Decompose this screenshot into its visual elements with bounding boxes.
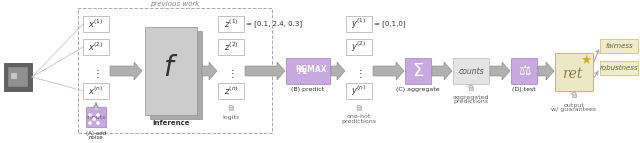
Bar [218,83,244,99]
Text: one-hot: one-hot [347,115,371,120]
Bar [405,58,431,84]
Text: fairness: fairness [605,43,633,49]
Bar [86,107,106,127]
Text: $z^{(n)}$: $z^{(n)}$ [223,85,238,97]
Bar [94,107,98,110]
Text: = [0,1,0]: = [0,1,0] [374,21,406,27]
Text: ★: ★ [580,53,591,66]
Circle shape [97,114,99,116]
Text: predictions: predictions [454,100,488,105]
Bar [218,39,244,55]
Text: (A) add: (A) add [86,131,106,136]
Text: output: output [564,103,584,108]
Polygon shape [202,62,217,80]
Bar [286,58,330,84]
Polygon shape [373,62,404,80]
Bar [453,58,489,84]
Bar [357,107,361,110]
Bar [11,73,17,79]
Text: $y^{(2)}$: $y^{(2)}$ [351,40,367,54]
Text: $y^{(1)}$: $y^{(1)}$ [351,17,367,31]
Text: logits: logits [223,115,239,120]
Polygon shape [432,62,452,80]
Bar [83,83,109,99]
Bar [78,8,272,133]
Bar [511,58,537,84]
Circle shape [97,122,99,124]
Text: predictions: predictions [342,119,376,124]
Bar [469,87,473,90]
Text: = [0.1, 2.4, 0.3]: = [0.1, 2.4, 0.3] [246,21,302,27]
Bar [555,53,593,91]
Polygon shape [145,27,197,115]
Text: $\vdots$: $\vdots$ [227,66,235,80]
Text: inputs: inputs [86,115,106,120]
Bar [346,16,372,32]
Circle shape [89,114,91,116]
Text: $x^{(2)}$: $x^{(2)}$ [88,41,104,53]
Polygon shape [331,62,345,80]
Circle shape [93,118,95,120]
Bar [8,67,28,87]
Text: (C) aggregate: (C) aggregate [396,87,440,92]
Text: robustness: robustness [600,65,638,71]
Text: ret: ret [562,67,582,81]
Text: $f$: $f$ [163,55,179,83]
Text: $x^{(1)}$: $x^{(1)}$ [88,18,104,30]
Polygon shape [490,62,510,80]
Polygon shape [245,62,285,80]
Text: inference: inference [152,120,189,126]
Text: w/ guarantees: w/ guarantees [552,107,596,112]
Bar [600,39,638,53]
Polygon shape [538,62,554,80]
Polygon shape [150,31,202,119]
Polygon shape [110,62,142,80]
Text: (B) predict: (B) predict [291,87,324,92]
Text: ⚖: ⚖ [518,64,531,78]
Text: $z^{(2)}$: $z^{(2)}$ [223,41,238,53]
Circle shape [89,122,91,124]
Text: $y^{(n)}$: $y^{(n)}$ [351,84,367,98]
Text: aggregated: aggregated [452,96,489,101]
Bar [572,94,575,97]
Bar [346,39,372,55]
Text: previous work: previous work [150,1,200,7]
Bar [4,63,32,91]
Bar [83,39,109,55]
Text: (D) test: (D) test [512,87,536,92]
Text: $\vdots$: $\vdots$ [355,66,363,80]
Text: RGMAX: RGMAX [295,65,327,75]
Bar [218,16,244,32]
Bar [229,107,233,110]
Text: $\vdots$: $\vdots$ [92,66,100,80]
Bar [346,83,372,99]
Text: $z^{(1)}$: $z^{(1)}$ [223,18,238,30]
Text: A: A [297,64,305,76]
Bar [600,61,638,75]
Text: counts: counts [458,66,484,76]
Text: $\Sigma$: $\Sigma$ [412,62,424,80]
Text: $x^{(n)}$: $x^{(n)}$ [88,85,104,97]
Bar [83,16,109,32]
Text: noise: noise [89,135,103,140]
